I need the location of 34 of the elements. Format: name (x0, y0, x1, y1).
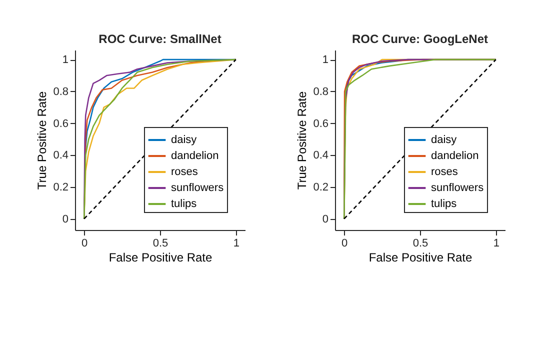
legend-label: roses (431, 166, 458, 178)
x-tick-label: 1 (493, 238, 500, 250)
y-tick-label: 1 (62, 54, 68, 66)
chart-title: ROC Curve: GoogLeNet (352, 32, 488, 46)
y-axis-title: True Positive Rate (295, 91, 310, 190)
y-tick-label: 0 (62, 213, 68, 226)
x-tick-label: 0.5 (152, 238, 168, 250)
legend-label: daisy (171, 134, 198, 146)
x-tick-label: 1 (233, 238, 240, 250)
y-tick-label: 0 (322, 213, 328, 226)
legend-label: sunflowers (171, 182, 224, 194)
chart-title: ROC Curve: SmallNet (98, 32, 222, 46)
x-tick-label: 0 (82, 238, 88, 250)
legend-label: dandelion (171, 150, 219, 162)
y-tick-label: 0.2 (53, 181, 68, 194)
y-tick-label: 0.8 (313, 86, 328, 98)
y-tick-label: 0.6 (313, 118, 328, 130)
x-axis-title: False Positive Rate (368, 250, 473, 264)
x-axis-title: False Positive Rate (108, 250, 213, 264)
x-tick-label: 0.5 (412, 238, 428, 250)
legend-label: tulips (171, 198, 198, 210)
y-tick-label: 0.6 (53, 118, 68, 130)
y-tick-label: 0.4 (53, 150, 68, 162)
legend-label: tulips (431, 198, 458, 210)
y-tick-label: 0.8 (53, 86, 68, 98)
x-tick-label: 0 (342, 238, 348, 250)
legend-label: daisy (431, 134, 458, 146)
y-tick-label: 0.4 (313, 150, 328, 162)
y-tick-label: 1 (322, 54, 328, 66)
y-tick-label: 0.2 (313, 181, 328, 194)
y-axis-title: True Positive Rate (35, 91, 50, 190)
legend-label: sunflowers (431, 182, 484, 194)
legend-label: roses (171, 166, 198, 178)
legend-label: dandelion (431, 150, 479, 162)
